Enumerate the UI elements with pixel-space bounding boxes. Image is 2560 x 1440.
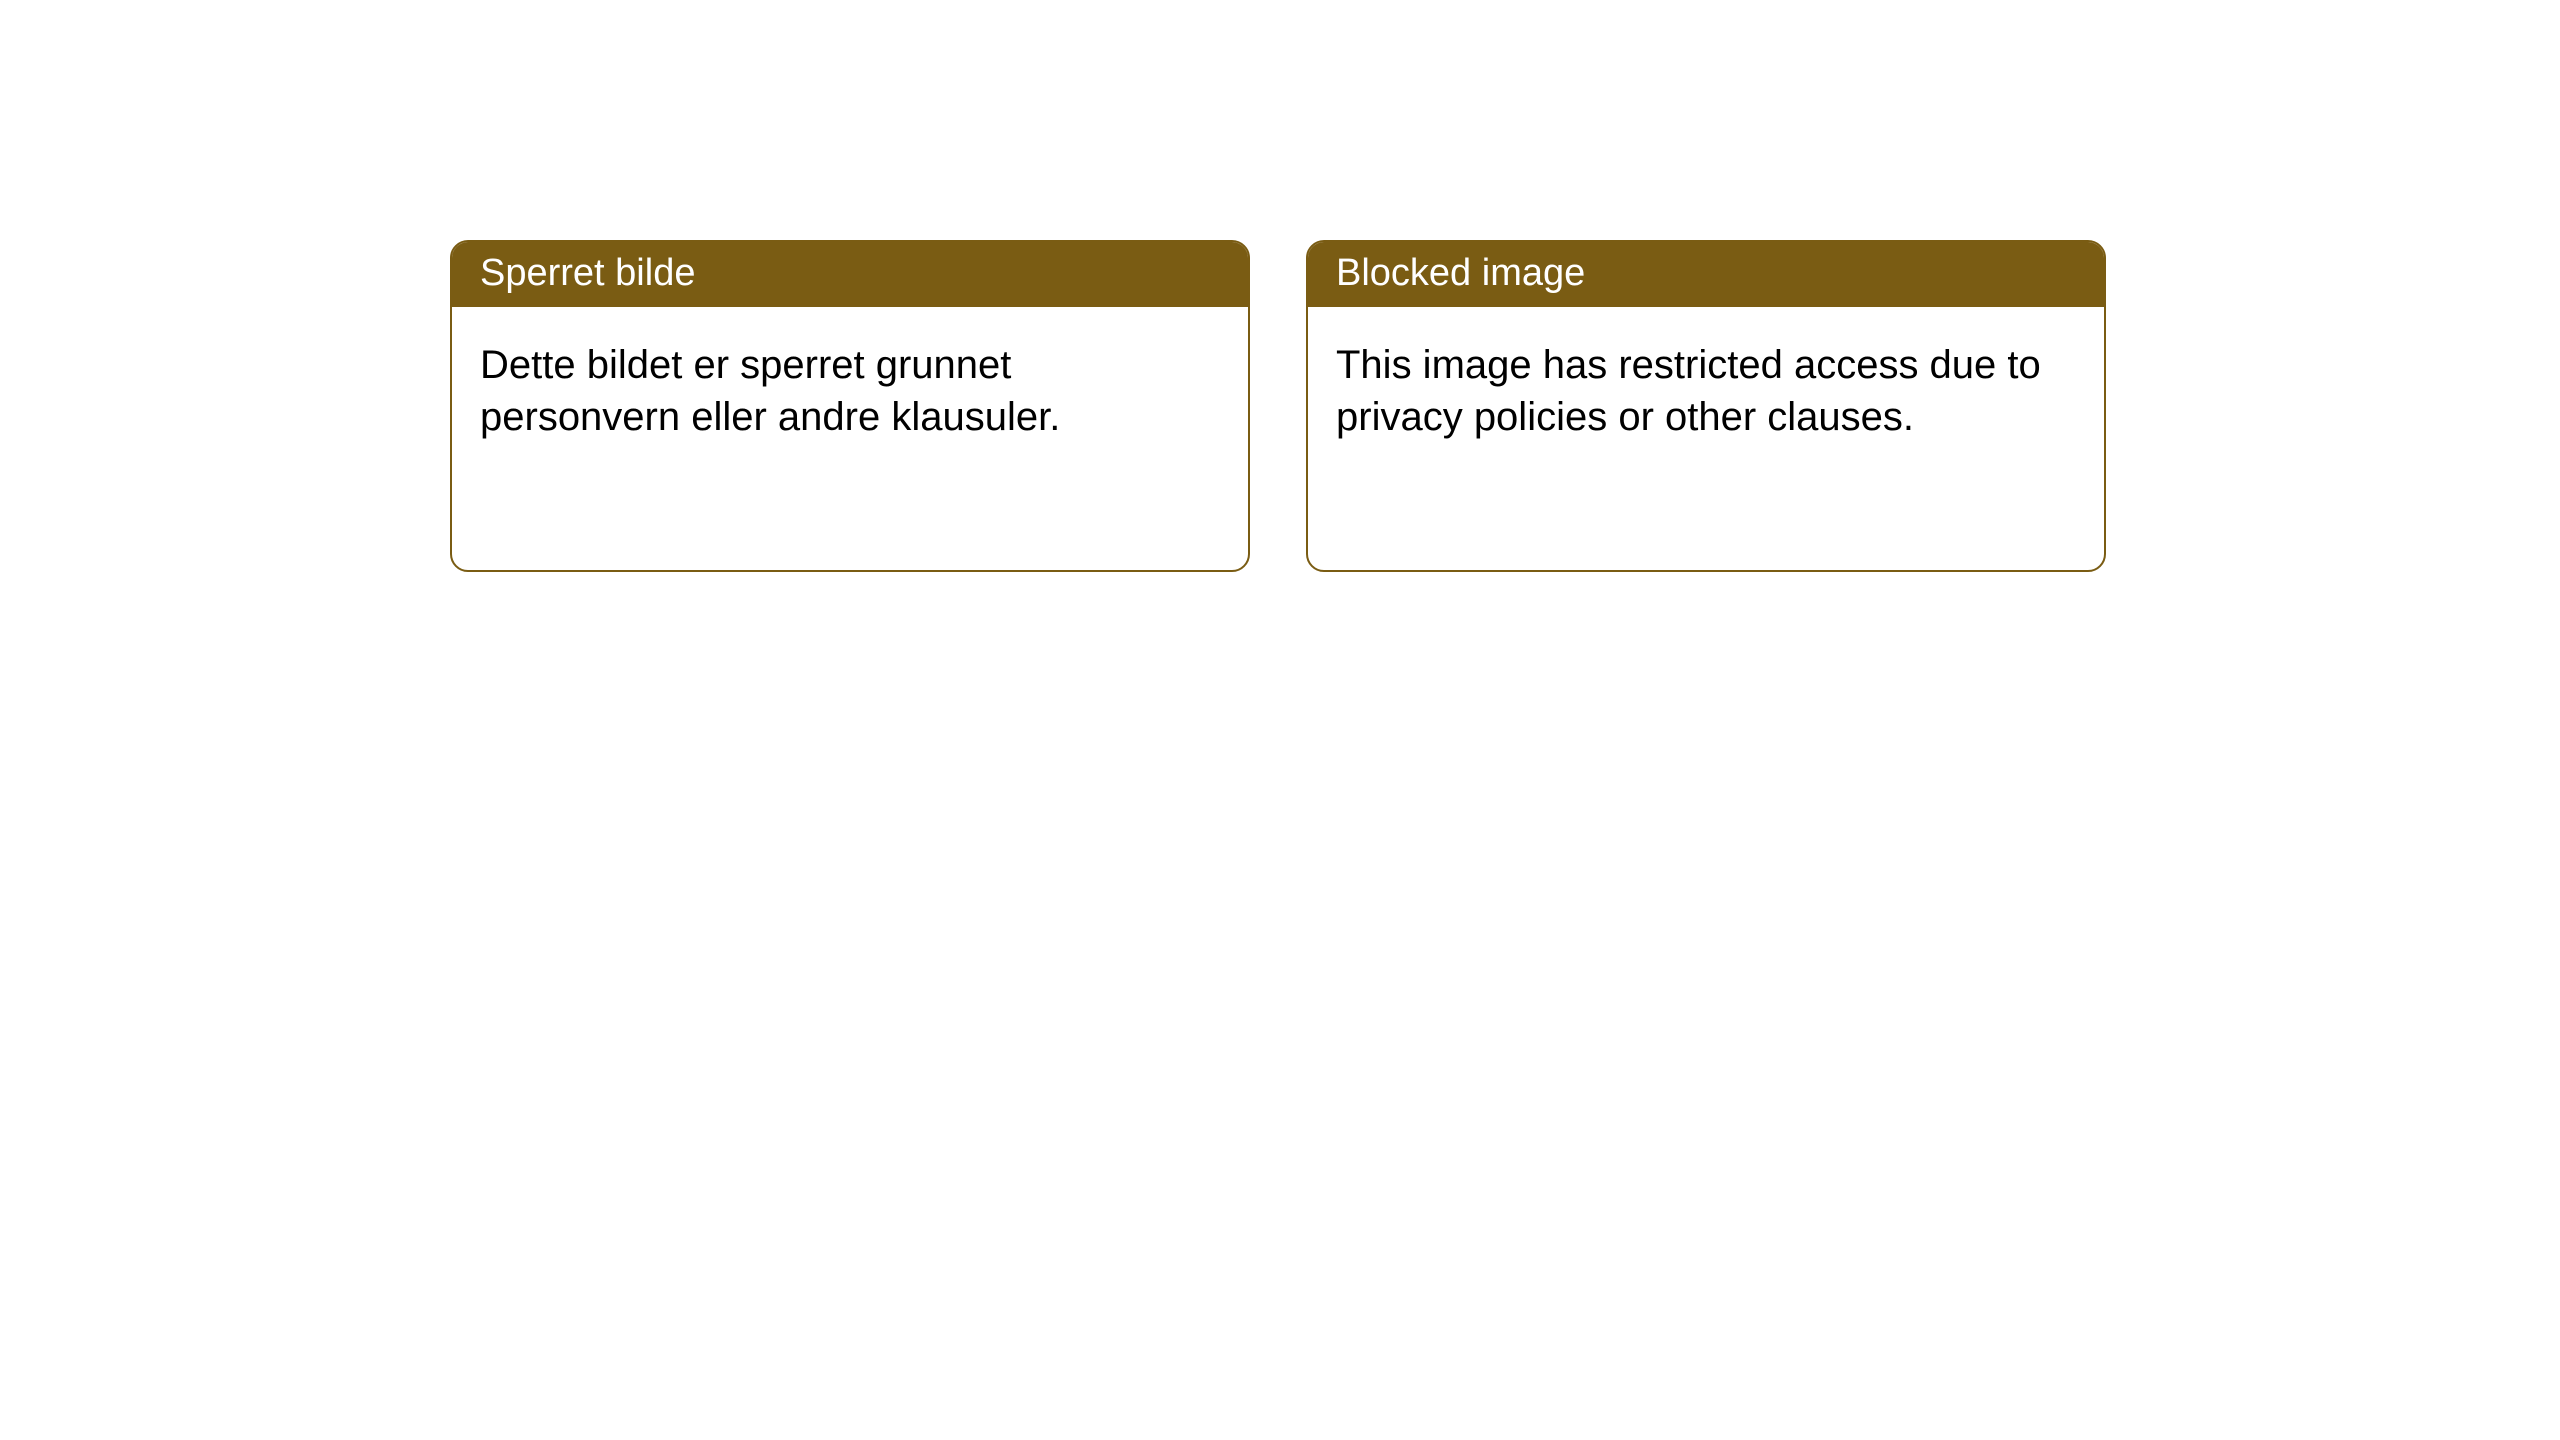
blocked-image-card-en: Blocked image This image has restricted … (1306, 240, 2106, 572)
card-header-no: Sperret bilde (452, 242, 1248, 307)
card-message-en: This image has restricted access due to … (1336, 343, 2041, 439)
card-body-en: This image has restricted access due to … (1308, 307, 2104, 475)
card-body-no: Dette bildet er sperret grunnet personve… (452, 307, 1248, 475)
card-title-en: Blocked image (1336, 252, 1585, 294)
card-header-en: Blocked image (1308, 242, 2104, 307)
notice-container: Sperret bilde Dette bildet er sperret gr… (0, 0, 2560, 572)
blocked-image-card-no: Sperret bilde Dette bildet er sperret gr… (450, 240, 1250, 572)
card-message-no: Dette bildet er sperret grunnet personve… (480, 343, 1060, 439)
card-title-no: Sperret bilde (480, 252, 695, 294)
